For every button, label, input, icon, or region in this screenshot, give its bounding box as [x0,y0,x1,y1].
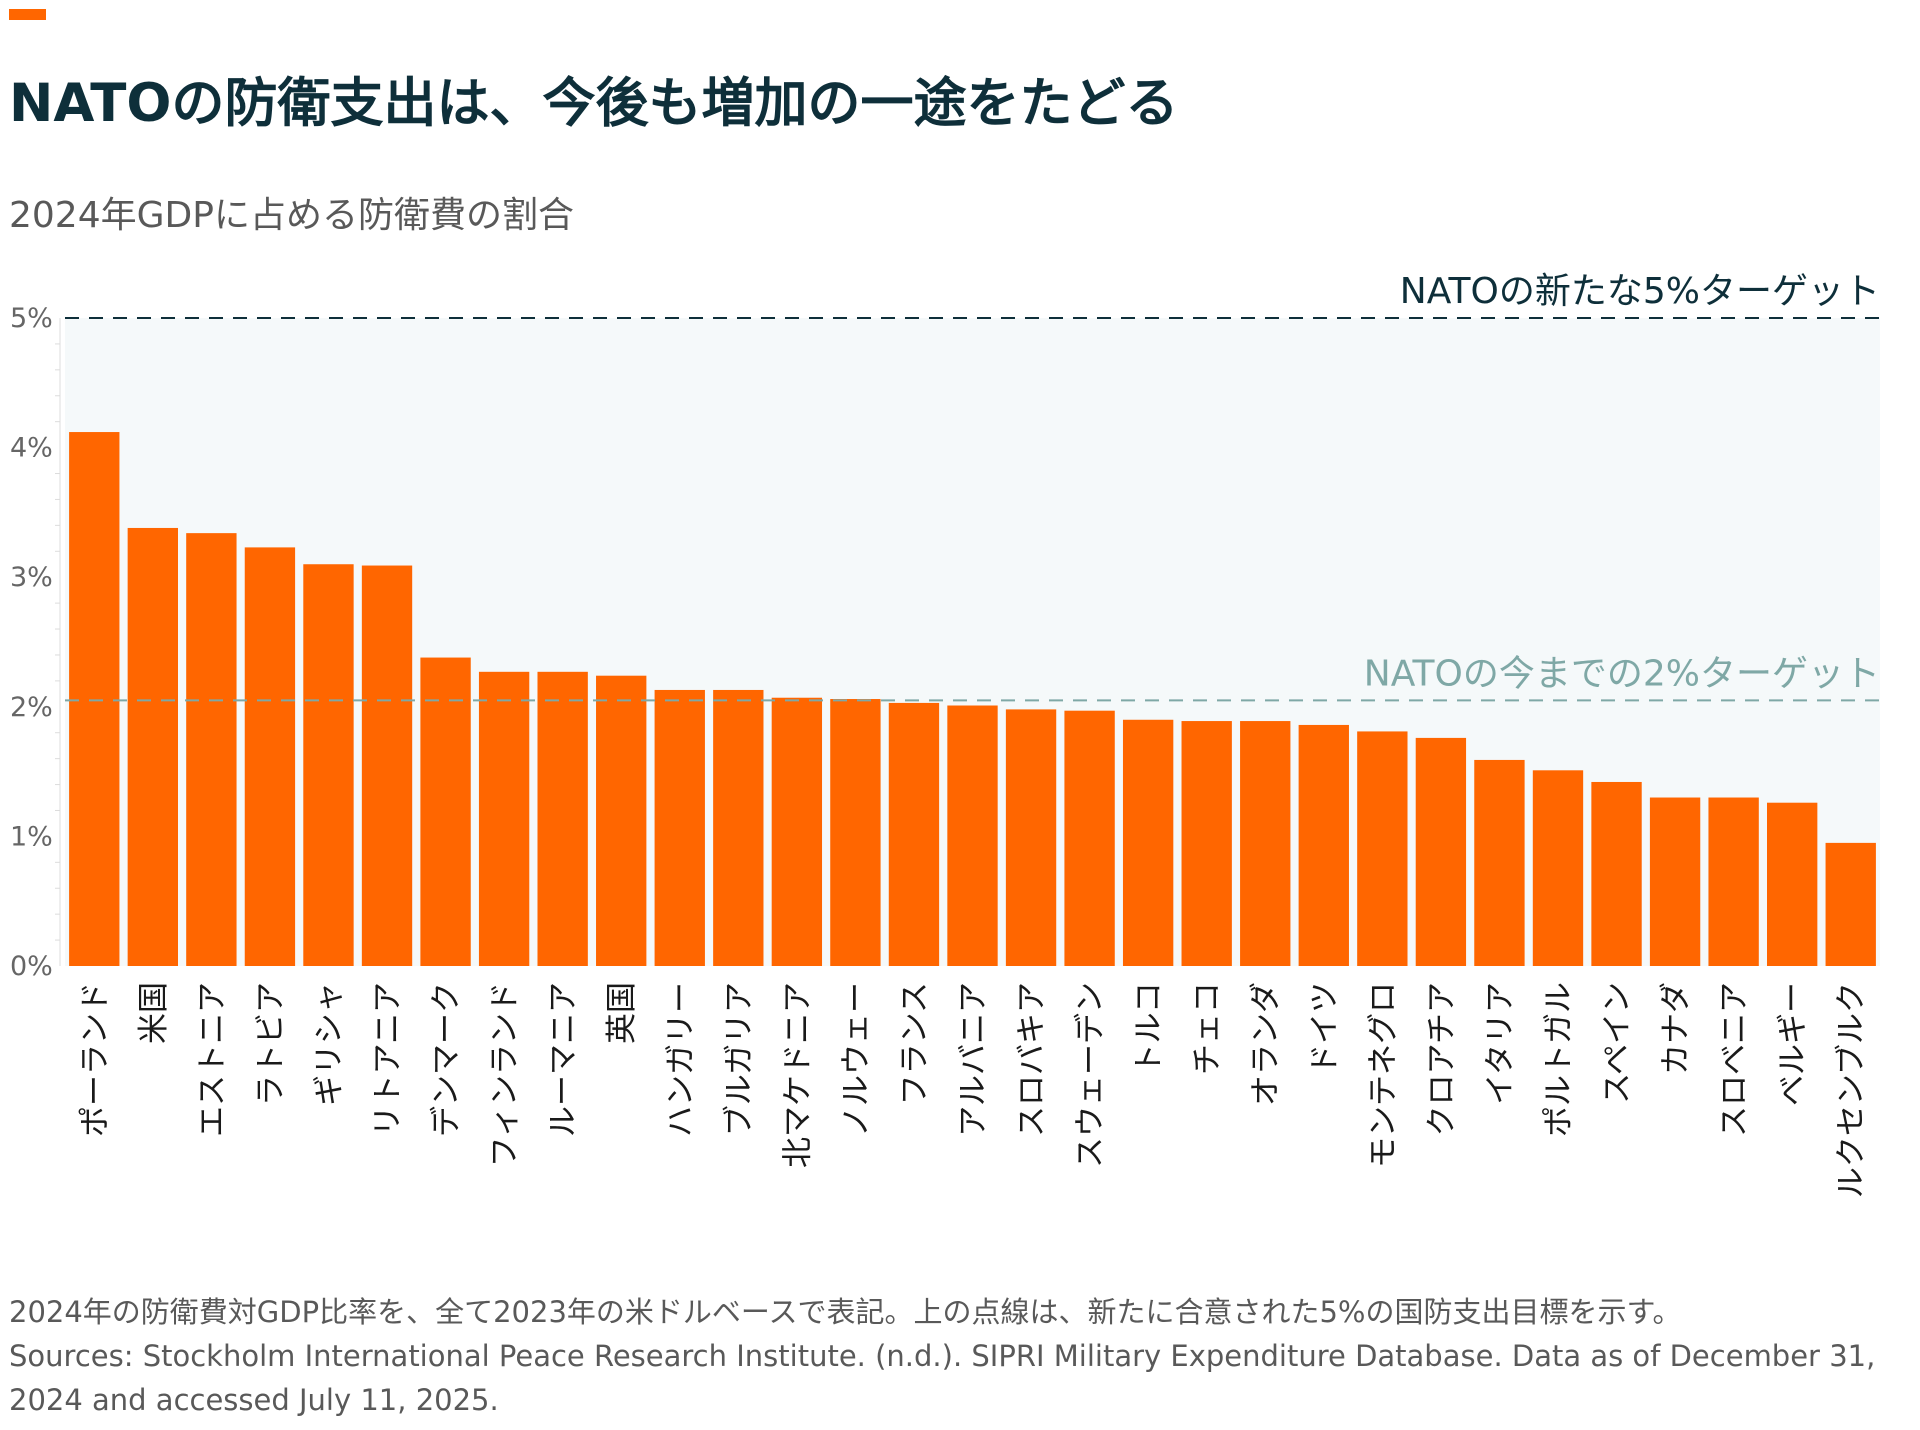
x-tick-label: デンマーク [429,982,465,1137]
x-tick-label: フランス [897,982,933,1105]
x-tick-label: カナダ [1658,982,1694,1075]
bar [888,702,940,966]
x-tick-label: トルコ [1131,982,1167,1074]
bar [1357,731,1408,966]
x-tick-label: 北マケドニア [780,982,816,1168]
accent-bar [9,9,46,20]
x-tick-label: スロバキア [1014,982,1050,1137]
bar [830,699,881,966]
chart-subtitle: 2024年GDPに占める防衛費の割合 [9,195,574,236]
y-tick-label: 0% [10,951,53,982]
bar [596,675,647,966]
y-tick-label: 4% [10,433,53,464]
bar-chart: 0% 1% 2% 3% 4% 5% NATOの新たな5%ターゲット NATOの今までの2%タ… [10,271,1880,1198]
bar [1181,721,1232,966]
x-tick-label: オランダ [1248,982,1284,1106]
reference-line-label: NATOの新たな5%ターゲット [1400,271,1880,312]
x-tick-label: 英国 [604,982,640,1044]
bar [303,564,354,966]
bar [1064,710,1115,966]
bar [537,671,588,966]
bar [1415,737,1467,966]
x-tick-label: リトアニア [370,982,406,1136]
x-tick-label: エストニア [194,982,230,1137]
x-tick-label: スロベニア [1717,982,1753,1137]
x-tick-label: アルバニア [956,982,992,1137]
bar [654,689,705,966]
x-tick-label: クロアチア [1424,982,1460,1136]
bar [1240,721,1291,966]
x-tick-label: ノルウェー [838,982,874,1137]
bar [1825,842,1876,966]
bar [186,533,237,966]
chart-title: NATOの防衛支出は、今後も増加の一途をたどる [9,73,1179,134]
footnote-note: 2024年の防衛費対GDP比率を、全て2023年の米ドルベースで表記。上の点線は… [9,1295,1682,1329]
x-tick-label: モンテネグロ [1365,982,1401,1168]
x-axis: ポーランド 米国 エストニア ラトビア ギリシャ リトアニア デンマーク フィンランド ルーマニ… [77,982,1869,1198]
footnote: 2024年の防衛費対GDP比率を、全て2023年の米ドルベースで表記。上の点線は… [9,1290,1909,1422]
x-tick-label: フィンランド [487,982,523,1167]
x-tick-label: ブルガリア [721,982,757,1136]
x-tick-label: ルーマニア [546,982,582,1137]
x-tick-label: ベルギー [1775,982,1811,1106]
bar [127,527,178,966]
bar [420,657,471,966]
bar [1005,709,1057,966]
x-tick-label: ルクセンブルク [1834,982,1870,1198]
x-tick-label: スウェーデン [1073,982,1109,1168]
footnote-sources: Sources: Stockholm International Peace R… [9,1339,1876,1417]
x-tick-label: イタリア [1482,982,1518,1105]
x-tick-label: ポルトガル [1541,982,1577,1137]
bar [244,547,296,966]
x-tick-label: ポーランド [77,982,113,1137]
bar [1649,797,1701,966]
bar [69,432,120,967]
x-tick-label: 米国 [136,982,172,1044]
bar [1591,781,1642,966]
bar [1767,802,1818,966]
y-tick-label: 3% [10,562,53,593]
bar [1708,797,1759,966]
y-tick-label: 5% [10,303,53,334]
bars [69,432,1876,967]
bar [713,689,764,966]
bar [361,565,413,966]
bar [478,671,530,966]
bar [1122,719,1174,966]
bar [771,697,823,966]
x-tick-label: スペイン [1600,982,1636,1104]
bar [1474,759,1525,966]
bar [1298,724,1349,966]
x-tick-label: ハンガリー [663,982,699,1137]
reference-lines: NATOの新たな5%ターゲット NATOの今までの2%ターゲット [65,271,1880,702]
bar [1532,770,1584,966]
y-tick-label: 1% [10,821,53,852]
x-tick-label: ラトビア [253,982,289,1106]
bar [947,705,998,966]
x-tick-label: チェコ [1190,982,1226,1075]
x-tick-label: ギリシャ [311,982,347,1106]
reference-line-label: NATOの今までの2%ターゲット [1364,653,1880,694]
x-tick-label: ドイツ [1307,982,1343,1075]
y-axis: 0% 1% 2% 3% 4% 5% [10,303,61,982]
y-tick-label: 2% [10,692,53,723]
